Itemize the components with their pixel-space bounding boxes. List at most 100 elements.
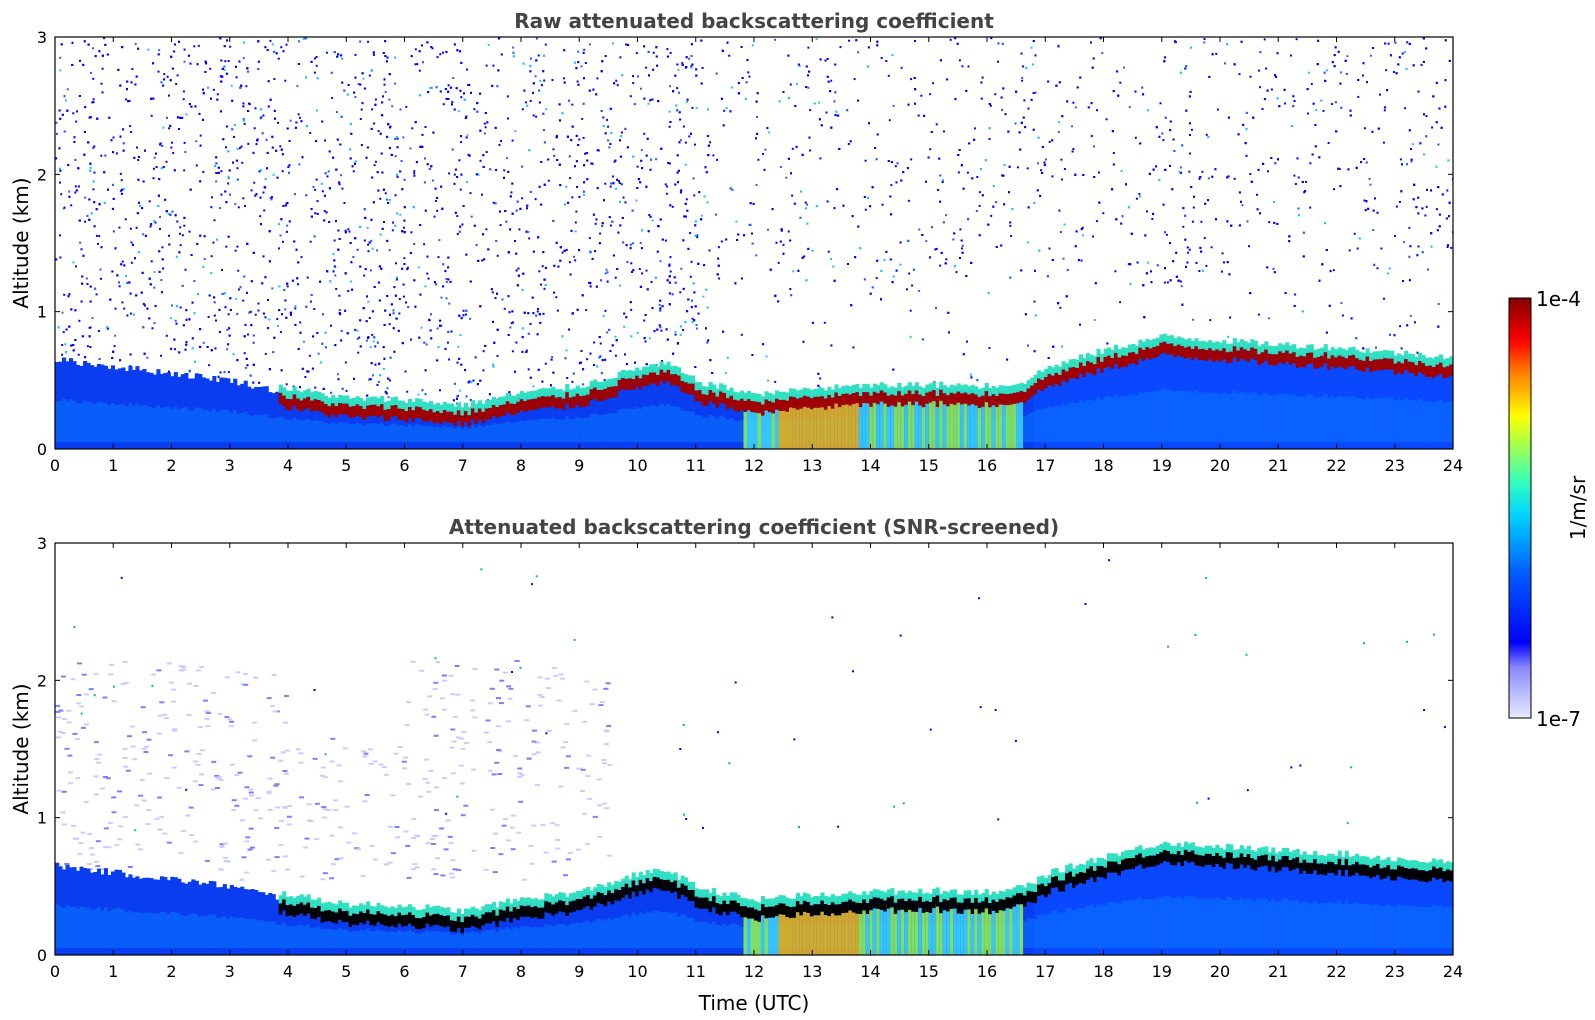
panel1-noise-dot (939, 174, 942, 177)
panel1-noise-dot (564, 357, 567, 360)
panel1-noise-dot (1093, 176, 1096, 178)
panel1-noise-dot (537, 54, 540, 57)
panel1-noise-dot (1058, 81, 1061, 84)
panel1-noise-dot (266, 49, 269, 51)
panel1-noise-dot (668, 281, 671, 284)
panel1-noise-dot (854, 256, 857, 259)
panel1-noise-dot (1150, 281, 1153, 284)
panel1-noise-dot (930, 131, 933, 133)
panel1-noise-dot (636, 332, 639, 335)
panel1-noise-dot (434, 281, 436, 284)
panel1-noise-dot (646, 137, 649, 140)
panel1-noise-dot (1435, 121, 1438, 124)
panel1-noise-dot (527, 368, 530, 371)
panel1-noise-dot (729, 110, 732, 113)
panel1-noise-dot (242, 57, 245, 60)
panel1-noise-dot (252, 363, 255, 366)
panel1-noise-dot (725, 107, 728, 109)
panel1-noise-dot (315, 140, 318, 143)
panel1-noise-dot (442, 285, 445, 288)
panel1-noise-dot (1210, 246, 1213, 249)
panel1-noise-dot (350, 132, 353, 135)
panel1-noise-dot (1423, 113, 1425, 116)
panel1-noise-dot (807, 46, 810, 49)
panel1-noise-dot (286, 282, 289, 285)
panel1-noise-dot (555, 296, 558, 299)
panel1-noise-dot (470, 215, 473, 218)
panel1-noise-dot (83, 130, 86, 133)
panel1-noise-dot (598, 356, 601, 359)
panel1-noise-dot (1430, 232, 1433, 235)
panel1-noise-dot (349, 157, 352, 160)
panel1-noise-dot (508, 311, 511, 314)
panel1-noise-dot (255, 143, 258, 146)
panel1-noise-dot (1425, 47, 1428, 50)
panel1-noise-dot (178, 40, 180, 43)
panel1-noise-dot (1185, 65, 1188, 68)
panel1-noise-dot (677, 169, 680, 172)
panel1-noise-dot (305, 194, 308, 197)
panel1-noise-dot (527, 332, 530, 335)
panel1-noise-dot (406, 268, 409, 271)
panel1-noise-dot (277, 57, 280, 60)
panel1-noise-dot (507, 334, 510, 336)
panel1-noise-dot (585, 309, 588, 312)
panel1-noise-dot (1294, 293, 1297, 296)
panel1-noise-dot (608, 328, 611, 331)
panel1-noise-dot (1227, 335, 1230, 338)
panel1-noise-dot (1072, 148, 1075, 150)
panel1-noise-dot (1179, 171, 1182, 174)
panel1-noise-dot (1095, 220, 1098, 223)
panel1-noise-dot (323, 219, 326, 222)
panel1-noise-dot (477, 173, 480, 176)
panel1-noise-dot (624, 353, 626, 356)
panel1-noise-dot (857, 99, 859, 102)
panel1-noise-dot (134, 257, 136, 260)
panel1-noise-dot (521, 165, 524, 168)
panel1-noise-dot (1074, 173, 1077, 176)
panel1-noise-dot (735, 220, 738, 223)
panel1-noise-dot (392, 309, 395, 312)
panel1-noise-dot (426, 255, 429, 258)
panel1-noise-dot (384, 192, 387, 195)
panel1-noise-dot (332, 156, 335, 159)
panel1-noise-dot (224, 190, 227, 193)
panel1-noise-dot (315, 178, 318, 181)
panel1-noise-dot (468, 84, 471, 86)
panel1-noise-dot (322, 313, 324, 316)
panel1-noise-dot (414, 121, 417, 124)
panel1-noise-dot (637, 178, 640, 181)
panel1-noise-dot (619, 155, 622, 158)
panel1-noise-dot (559, 259, 562, 262)
panel1-noise-dot (350, 280, 353, 283)
panel1-noise-dot (417, 266, 420, 269)
panel1-noise-dot (1376, 267, 1379, 270)
panel1-noise-dot (775, 241, 778, 244)
panel1-noise-dot (231, 128, 234, 131)
panel1-noise-dot (365, 320, 368, 323)
panel1-noise-dot (763, 168, 766, 171)
panel1-noise-dot (1061, 178, 1063, 181)
panel1-noise-dot (1242, 123, 1245, 126)
panel1-noise-dot (890, 213, 893, 216)
panel1-noise-dot (347, 228, 350, 231)
panel1-noise-dot (997, 60, 999, 63)
panel1-noise-dot (511, 182, 514, 185)
panel1-noise-dot (453, 108, 456, 111)
panel1-noise-dot (762, 343, 765, 346)
panel1-noise-dot (1389, 333, 1391, 336)
panel1-noise-dot (453, 382, 456, 385)
panel1-noise-dot (402, 295, 405, 298)
panel1-noise-dot (596, 187, 599, 190)
panel1-noise-dot (417, 393, 420, 396)
panel1-noise-dot (835, 110, 838, 113)
panel1-noise-dot (429, 86, 432, 89)
panel1-noise-dot (293, 193, 296, 196)
panel1-noise-dot (183, 169, 186, 172)
panel1-noise-dot (394, 155, 397, 158)
panel1-noise-dot (563, 81, 566, 84)
panel1-noise-dot (709, 141, 712, 144)
panel1-noise-dot (511, 139, 514, 142)
panel1-noise-dot (734, 282, 737, 285)
panel1-noise-dot (777, 261, 780, 264)
